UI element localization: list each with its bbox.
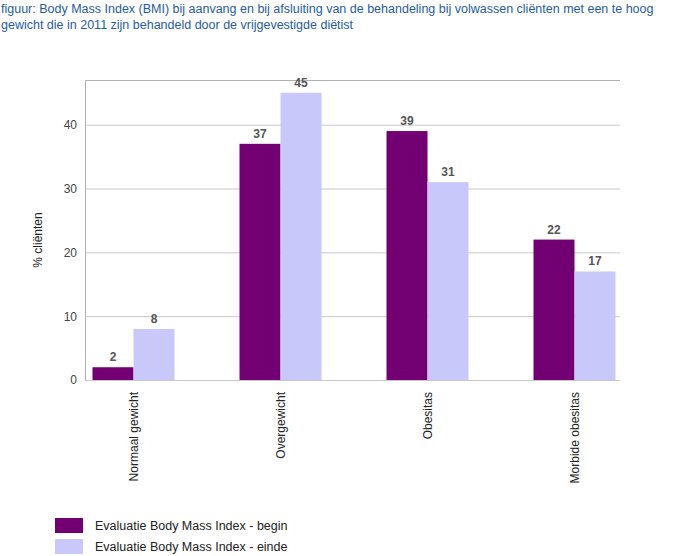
data-label: 39 xyxy=(400,114,414,128)
grid-line xyxy=(85,380,620,381)
x-tick: Overgewicht xyxy=(274,380,288,459)
x-tick-label: Obesitas xyxy=(421,392,435,439)
y-tick-label: 10 xyxy=(64,310,78,324)
x-tick-label: Normaal gewicht xyxy=(127,391,141,481)
data-label: 22 xyxy=(547,223,561,237)
legend: Evaluatie Body Mass Index - begin Evaluat… xyxy=(55,518,288,554)
y-tick-label: 20 xyxy=(64,246,78,260)
x-tick: Normaal gewicht xyxy=(127,380,141,481)
data-label: 17 xyxy=(588,254,602,268)
y-tick-label: 0 xyxy=(70,373,77,387)
y-tick: 40 xyxy=(64,118,620,132)
bar xyxy=(240,144,281,380)
bar xyxy=(534,240,575,380)
chart: figuur: Body Mass Index (BMI) bij aanvan… xyxy=(0,0,680,556)
y-axis: 0 10 20 30 40 xyxy=(64,81,620,388)
bar xyxy=(134,329,175,380)
data-labels: 2 37 39 22 8 45 31 17 xyxy=(110,76,602,364)
data-label: 8 xyxy=(151,312,158,326)
data-label: 45 xyxy=(294,76,308,90)
data-label: 31 xyxy=(441,165,455,179)
grid-line xyxy=(85,125,620,126)
title-line: gewicht die in 2011 zijn behandeld door … xyxy=(1,18,354,32)
legend-label: Evaluatie Body Mass Index - einde xyxy=(95,540,288,554)
title: figuur: Body Mass Index (BMI) bij aanvan… xyxy=(1,2,654,32)
bar xyxy=(387,131,428,380)
title-line: figuur: Body Mass Index (BMI) bij aanvan… xyxy=(1,2,654,16)
legend-swatch xyxy=(55,539,83,554)
y-axis-title: % cliënten xyxy=(31,212,45,267)
data-label: 2 xyxy=(110,350,117,364)
axis-line xyxy=(86,81,621,381)
x-tick: Obesitas xyxy=(421,380,435,439)
bars xyxy=(93,93,616,380)
bar xyxy=(428,182,469,380)
y-tick-label: 40 xyxy=(64,118,78,132)
y-tick-label: 30 xyxy=(64,182,78,196)
x-tick-label: Morbide obesitas xyxy=(568,392,582,483)
data-label: 37 xyxy=(253,127,267,141)
bar xyxy=(281,93,322,380)
bar xyxy=(575,271,616,380)
x-axis: Normaal gewicht Overgewicht Obesitas Morbid… xyxy=(127,380,582,483)
x-tick: Morbide obesitas xyxy=(568,380,582,483)
x-tick-label: Overgewicht xyxy=(274,391,288,458)
legend-swatch xyxy=(55,518,83,533)
legend-label: Evaluatie Body Mass Index - begin xyxy=(95,519,288,533)
grid-line xyxy=(85,189,620,190)
y-tick: 30 xyxy=(64,182,620,196)
bar xyxy=(93,367,134,380)
